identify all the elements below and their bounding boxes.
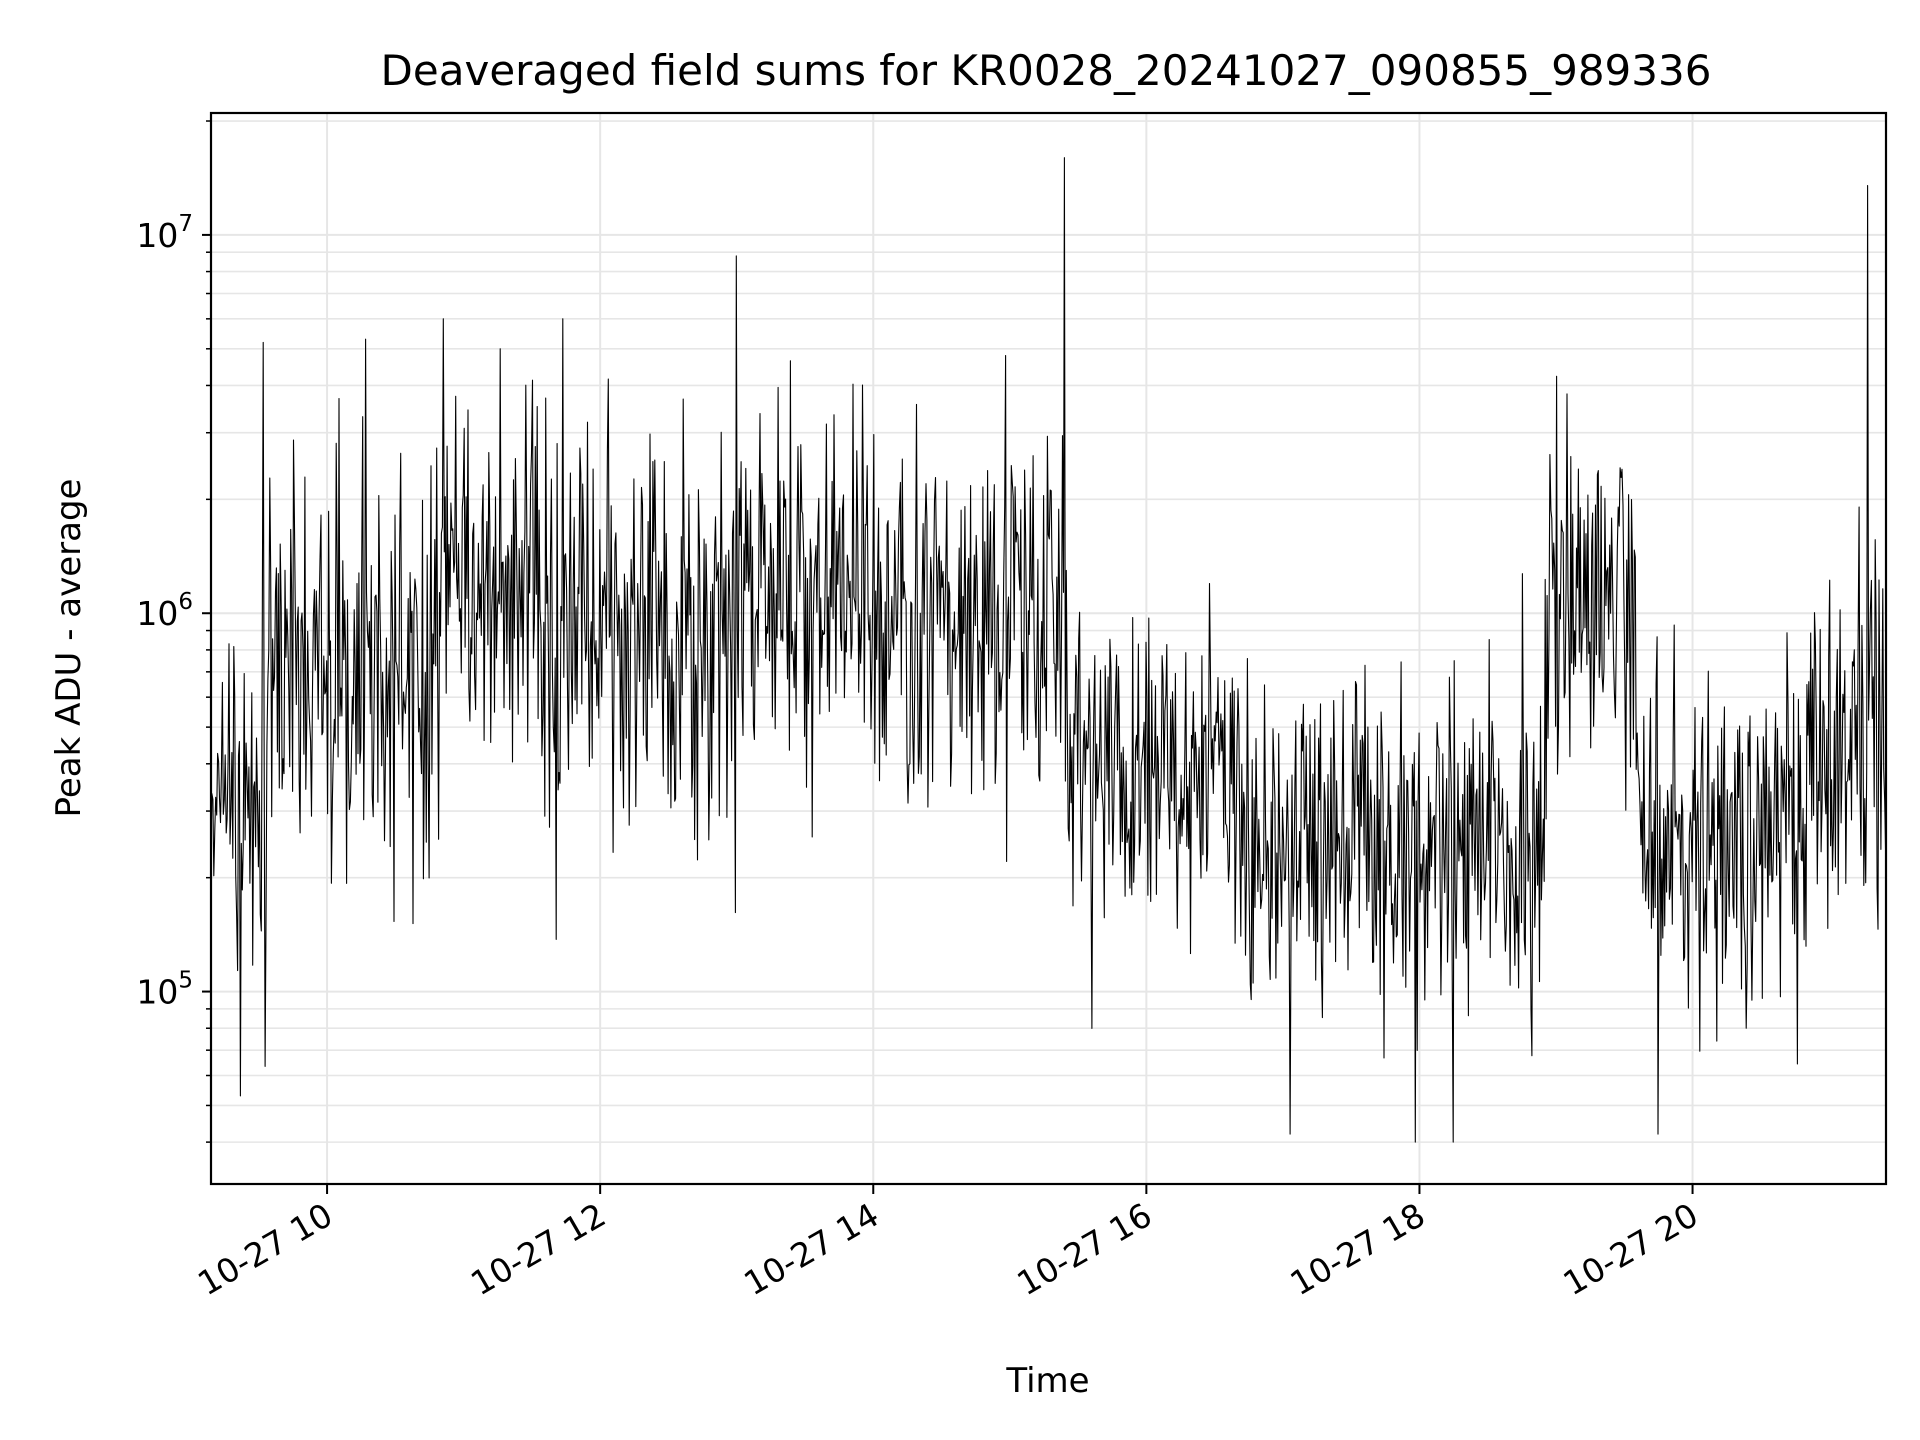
- plot-frame: [209, 111, 1888, 1186]
- series-path: [211, 157, 1886, 1143]
- y-tick-label: 106: [136, 589, 193, 633]
- y-tick-label: 105: [136, 968, 193, 1012]
- x-axis-label: Time: [1005, 1361, 1089, 1401]
- grid: [211, 113, 1886, 1184]
- y-tick-label: 107: [136, 211, 193, 255]
- chart-title: Deaveraged field sums for KR0028_2024102…: [381, 46, 1712, 95]
- series-line: [211, 157, 1886, 1143]
- axes-frame: [209, 111, 1888, 1186]
- y-axis-label: Peak ADU - average: [49, 479, 89, 818]
